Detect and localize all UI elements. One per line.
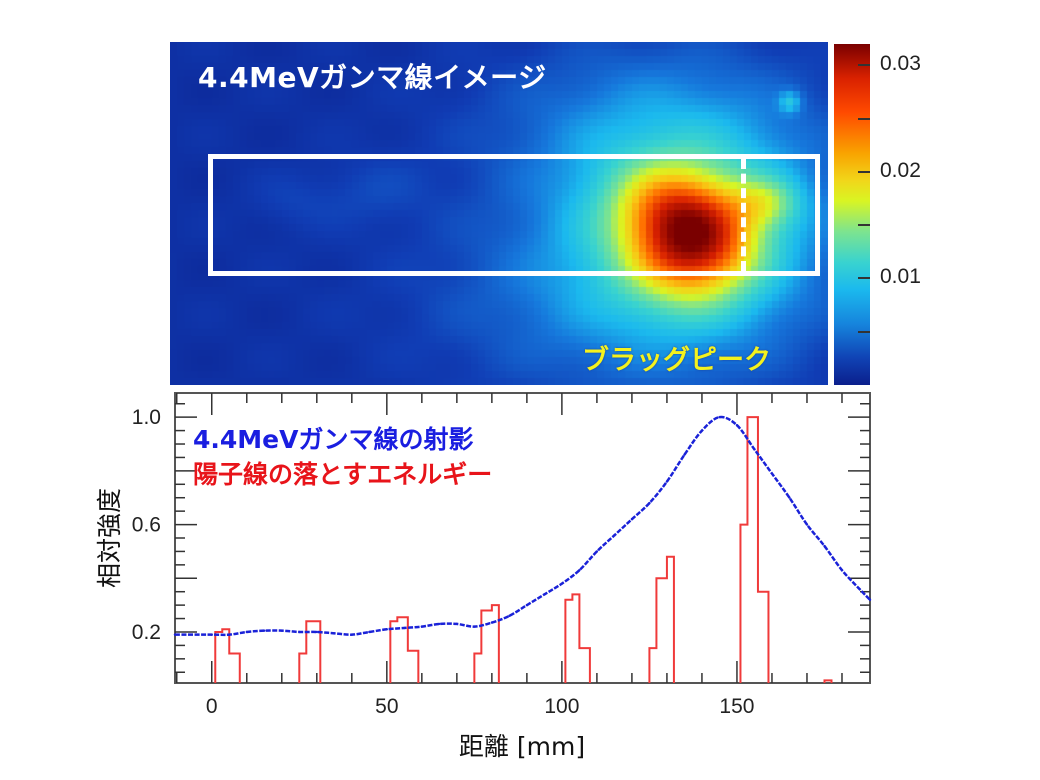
gamma-heatmap (170, 42, 828, 385)
colorbar-tick (858, 117, 870, 120)
gamma-projection-point (525, 603, 529, 607)
gamma-projection-point (298, 630, 301, 634)
colorbar-tick-label: 0.01 (880, 265, 921, 289)
colorbar-tick-label: 0.03 (880, 52, 921, 76)
gamma-projection-point (805, 523, 809, 526)
colorbar (830, 44, 872, 385)
x-tick-label: 0 (206, 695, 218, 718)
colorbar-tick (858, 64, 870, 67)
colorbar-tick-label: 0.02 (880, 158, 921, 182)
gamma-projection-point (858, 587, 861, 591)
proton-energy-step (739, 416, 770, 683)
gamma-projection-point (753, 448, 756, 451)
legend-gamma-projection: 4.4MeVガンマ線の射影 (193, 425, 473, 454)
gamma-projection-series (173, 415, 872, 637)
gamma-projection-point (683, 453, 686, 456)
gamma-projection-line (174, 415, 871, 637)
x-axis-title: 距離 [mm] (459, 732, 585, 761)
heatmap-title: 4.4MeVガンマ線イメージ (198, 61, 547, 94)
gamma-projection-point (420, 625, 424, 628)
gamma-projection-point (490, 621, 494, 624)
proton-energy-step (214, 628, 241, 683)
gamma-projection-point (280, 629, 283, 632)
region-of-interest-box (208, 154, 820, 276)
gamma-projection-point (438, 622, 441, 626)
y-tick-label: 0.6 (132, 514, 161, 537)
bragg-peak-label: ブラッグピーク (582, 345, 771, 376)
gamma-projection-point (578, 569, 581, 572)
gamma-projection-point (868, 598, 872, 601)
x-tick-label: 100 (544, 695, 579, 718)
gamma-projection-point (403, 626, 406, 630)
gamma-projection-point (788, 496, 791, 499)
proton-energy-histogram (214, 416, 833, 683)
gamma-projection-point (630, 518, 634, 521)
gamma-projection-point (823, 544, 826, 548)
colorbar-tick (858, 224, 870, 227)
gamma-projection-point (665, 480, 669, 483)
colorbar-tick (858, 277, 870, 280)
gamma-projection-point (350, 633, 354, 636)
axis-ticks (175, 393, 870, 683)
y-tick-label: 0.2 (132, 621, 161, 644)
gamma-projection-point (333, 632, 336, 635)
legend-proton-energy: 陽子線の落とすエネルギー (193, 460, 492, 489)
gamma-projection-point (560, 582, 564, 585)
gamma-projection-point (385, 628, 389, 631)
gamma-projection-point (315, 630, 319, 634)
gamma-projection-point (368, 630, 371, 634)
gamma-projection-point (508, 614, 511, 618)
gamma-projection-point (473, 625, 476, 628)
proton-energy-step (564, 593, 591, 683)
colorbar-tick (858, 330, 870, 333)
y-tick-labels: 0.2 0.6 1.0 (132, 406, 161, 644)
y-tick-label: 1.0 (132, 406, 161, 429)
proton-energy-step (823, 679, 833, 683)
gamma-projection-point (455, 622, 459, 626)
gamma-projection-point (770, 472, 774, 475)
gamma-projection-point (228, 633, 231, 636)
x-tick-label: 150 (719, 695, 754, 718)
colorbar-tick (858, 170, 870, 173)
gamma-projection-point (648, 501, 651, 505)
gamma-projection-point (173, 633, 177, 636)
proton-energy-step (473, 604, 500, 683)
x-tick-label: 50 (375, 695, 398, 718)
bragg-peak-marker-line (741, 159, 746, 271)
y-axis-title: 相対強度 (95, 488, 124, 588)
gamma-projection-point (613, 534, 616, 537)
gamma-projection-point (735, 424, 739, 427)
gamma-image-panel: 4.4MeVガンマ線イメージ ブラッグピーク (170, 42, 828, 385)
gamma-projection-point (700, 429, 704, 432)
gamma-projection-point (718, 415, 721, 419)
gamma-projection-point (245, 630, 248, 634)
proton-energy-step (648, 555, 675, 683)
proton-energy-step (389, 616, 420, 683)
x-tick-labels: 0 50 100 150 (206, 695, 755, 718)
colorbar-gradient (834, 44, 870, 385)
gamma-projection-point (210, 633, 213, 636)
gamma-projection-point (595, 550, 599, 553)
gamma-projection-point (543, 593, 546, 596)
gamma-projection-point (263, 629, 266, 632)
gamma-projection-point (840, 569, 844, 572)
